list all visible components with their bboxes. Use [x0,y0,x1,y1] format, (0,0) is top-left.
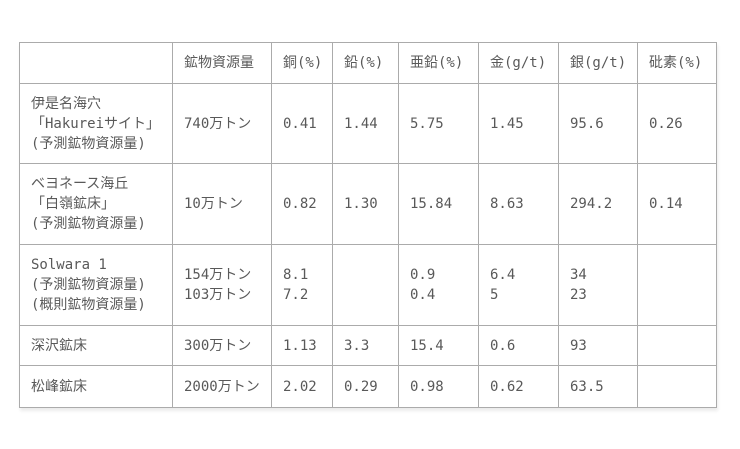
copper-cell: 1.13 [271,325,333,366]
deposit-name-cell: ベヨネース海丘 「白嶺鉱床」 (予測鉱物資源量) [19,163,173,245]
gold-cell: 8.63 [478,163,559,245]
silver-cell: 63.5 [558,365,638,408]
mineral-resources-table: 鉱物資源量 銅(%) 鉛(%) 亜鉛(%) 金(g/t) 銀(g/t) 砒素(%… [19,42,717,408]
resource-cell: 2000万トン [172,365,272,408]
silver-cell: 93 [558,325,638,366]
arsenic-cell [637,244,717,326]
deposit-name-cell: Solwara 1 (予測鉱物資源量) (概則鉱物資源量) [19,244,173,326]
table-row-bayonnaise: ベヨネース海丘 「白嶺鉱床」 (予測鉱物資源量) 10万トン 0.82 1.30… [19,163,717,245]
silver-cell: 95.6 [558,83,638,164]
gold-cell: 0.62 [478,365,559,408]
resource-cell: 154万トン 103万トン [172,244,272,326]
gold-cell: 6.4 5 [478,244,559,326]
gold-cell: 1.45 [478,83,559,164]
lead-cell: 3.3 [332,325,399,366]
silver-cell: 34 23 [558,244,638,326]
resource-cell: 10万トン [172,163,272,245]
column-header-resource: 鉱物資源量 [172,42,272,84]
gold-cell: 0.6 [478,325,559,366]
arsenic-cell [637,325,717,366]
table-row-izena: 伊是名海穴 「Hakureiサイト」 (予測鉱物資源量) 740万トン 0.41… [19,83,717,164]
column-header-silver: 銀(g/t) [558,42,638,84]
deposit-name-cell: 深沢鉱床 [19,325,173,366]
lead-cell [332,244,399,326]
deposit-name-cell: 松峰鉱床 [19,365,173,408]
table-row-matsumine: 松峰鉱床 2000万トン 2.02 0.29 0.98 0.62 63.5 [19,365,717,408]
resource-cell: 300万トン [172,325,272,366]
copper-cell: 0.41 [271,83,333,164]
lead-cell: 1.30 [332,163,399,245]
column-header-zinc: 亜鉛(%) [398,42,479,84]
silver-cell: 294.2 [558,163,638,245]
table-row-solwara: Solwara 1 (予測鉱物資源量) (概則鉱物資源量) 154万トン 103… [19,244,717,326]
header-row: 鉱物資源量 銅(%) 鉛(%) 亜鉛(%) 金(g/t) 銀(g/t) 砒素(%… [19,42,717,84]
arsenic-cell: 0.26 [637,83,717,164]
zinc-cell: 5.75 [398,83,479,164]
copper-cell: 2.02 [271,365,333,408]
resource-cell: 740万トン [172,83,272,164]
column-header-copper: 銅(%) [271,42,333,84]
arsenic-cell: 0.14 [637,163,717,245]
zinc-cell: 0.98 [398,365,479,408]
column-header-blank [19,42,173,84]
arsenic-cell [637,365,717,408]
column-header-gold: 金(g/t) [478,42,559,84]
zinc-cell: 0.9 0.4 [398,244,479,326]
lead-cell: 1.44 [332,83,399,164]
zinc-cell: 15.84 [398,163,479,245]
copper-cell: 8.1 7.2 [271,244,333,326]
deposit-name-cell: 伊是名海穴 「Hakureiサイト」 (予測鉱物資源量) [19,83,173,164]
lead-cell: 0.29 [332,365,399,408]
column-header-arsenic: 砒素(%) [637,42,717,84]
zinc-cell: 15.4 [398,325,479,366]
table-row-fukazawa: 深沢鉱床 300万トン 1.13 3.3 15.4 0.6 93 [19,325,717,366]
column-header-lead: 鉛(%) [332,42,399,84]
copper-cell: 0.82 [271,163,333,245]
